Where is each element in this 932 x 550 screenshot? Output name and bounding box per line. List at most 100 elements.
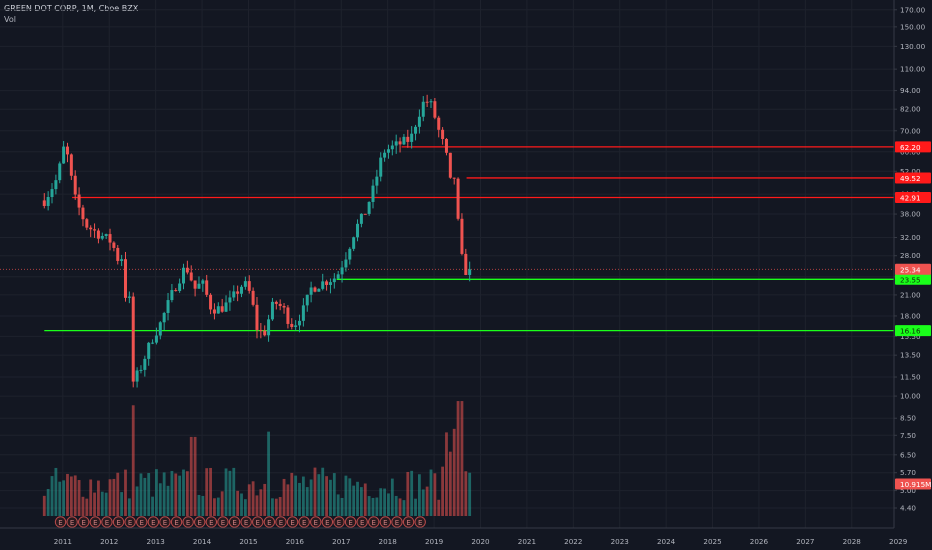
- earnings-marker[interactable]: [356, 516, 368, 528]
- candle-body[interactable]: [375, 176, 379, 186]
- candle-body[interactable]: [274, 301, 278, 304]
- earnings-marker[interactable]: [333, 516, 345, 528]
- candle-body[interactable]: [267, 319, 271, 336]
- candle-body[interactable]: [421, 101, 425, 117]
- candle-body[interactable]: [54, 180, 58, 190]
- earnings-marker[interactable]: [66, 516, 78, 528]
- candle-body[interactable]: [123, 259, 127, 298]
- candle-body[interactable]: [290, 323, 294, 328]
- candle-body[interactable]: [444, 138, 448, 153]
- earnings-marker[interactable]: [263, 516, 276, 528]
- earnings-marker[interactable]: [112, 516, 125, 528]
- candle-body[interactable]: [386, 149, 390, 153]
- candle-body[interactable]: [62, 146, 66, 164]
- candle-body[interactable]: [317, 288, 321, 292]
- candle-body[interactable]: [344, 259, 348, 268]
- candle-body[interactable]: [178, 283, 182, 291]
- candle-body[interactable]: [383, 152, 387, 158]
- candle-body[interactable]: [189, 272, 193, 281]
- candle-body[interactable]: [46, 197, 50, 206]
- candle-body[interactable]: [193, 280, 197, 289]
- candle-body[interactable]: [298, 320, 302, 326]
- earnings-marker[interactable]: [321, 516, 334, 528]
- candle-body[interactable]: [77, 194, 81, 208]
- candle-body[interactable]: [212, 309, 216, 314]
- earnings-marker[interactable]: [252, 516, 264, 528]
- candle-body[interactable]: [321, 281, 325, 289]
- candle-body[interactable]: [81, 207, 85, 220]
- candle-body[interactable]: [224, 302, 228, 312]
- candle-body[interactable]: [460, 218, 464, 254]
- candle-body[interactable]: [73, 175, 77, 195]
- candle-body[interactable]: [406, 136, 410, 142]
- candle-body[interactable]: [100, 235, 104, 239]
- candle-body[interactable]: [359, 213, 363, 224]
- candle-body[interactable]: [294, 325, 298, 328]
- candle-body[interactable]: [282, 305, 286, 308]
- candle-body[interactable]: [398, 141, 402, 145]
- earnings-marker[interactable]: [101, 516, 113, 528]
- earnings-marker[interactable]: [402, 516, 415, 528]
- candle-body[interactable]: [243, 281, 247, 287]
- candle-body[interactable]: [170, 290, 174, 301]
- candle-body[interactable]: [120, 259, 124, 261]
- earnings-marker[interactable]: [136, 516, 148, 528]
- candle-body[interactable]: [216, 306, 220, 314]
- candle-body[interactable]: [201, 280, 205, 284]
- candle-body[interactable]: [127, 296, 131, 298]
- earnings-marker[interactable]: [228, 516, 241, 528]
- candle-body[interactable]: [154, 335, 158, 343]
- earnings-marker[interactable]: [170, 516, 183, 528]
- candle-body[interactable]: [143, 358, 147, 370]
- candle-body[interactable]: [228, 297, 232, 303]
- candle-body[interactable]: [286, 307, 290, 324]
- earnings-marker[interactable]: [217, 516, 229, 528]
- candle-body[interactable]: [89, 227, 93, 230]
- candle-body[interactable]: [255, 304, 259, 330]
- candle-body[interactable]: [417, 116, 421, 127]
- earnings-marker[interactable]: [310, 516, 322, 528]
- candle-body[interactable]: [104, 234, 108, 236]
- candle-body[interactable]: [456, 178, 460, 219]
- candle-body[interactable]: [147, 342, 151, 359]
- candle-body[interactable]: [437, 117, 441, 130]
- earnings-marker[interactable]: [275, 516, 287, 528]
- candle-body[interactable]: [356, 223, 360, 238]
- candle-body[interactable]: [151, 342, 155, 344]
- candle-body[interactable]: [301, 305, 305, 321]
- candle-body[interactable]: [263, 330, 267, 336]
- candle-body[interactable]: [209, 294, 213, 310]
- earnings-marker[interactable]: [89, 516, 102, 528]
- candle-body[interactable]: [259, 329, 263, 331]
- earnings-marker[interactable]: [78, 516, 90, 528]
- candle-body[interactable]: [441, 129, 445, 139]
- candle-body[interactable]: [325, 281, 329, 285]
- candle-body[interactable]: [410, 133, 414, 142]
- candle-body[interactable]: [139, 369, 143, 371]
- candle-body[interactable]: [336, 274, 340, 279]
- candle-body[interactable]: [270, 301, 274, 320]
- candle-body[interactable]: [232, 291, 236, 298]
- candle-body[interactable]: [112, 242, 116, 248]
- candle-body[interactable]: [433, 101, 437, 118]
- candle-body[interactable]: [197, 283, 201, 289]
- candle-body[interactable]: [182, 267, 185, 284]
- earnings-marker[interactable]: [286, 516, 299, 528]
- candle-body[interactable]: [425, 101, 429, 103]
- candle-body[interactable]: [96, 230, 100, 239]
- candle-body[interactable]: [108, 234, 112, 243]
- candle-body[interactable]: [131, 296, 135, 382]
- candle-body[interactable]: [352, 237, 356, 249]
- earnings-marker[interactable]: [368, 516, 380, 528]
- candle-body[interactable]: [464, 253, 468, 275]
- candle-body[interactable]: [58, 163, 62, 181]
- candle-body[interactable]: [367, 201, 371, 214]
- candle-body[interactable]: [452, 177, 456, 179]
- candle-body[interactable]: [309, 287, 313, 295]
- candle-body[interactable]: [158, 322, 162, 336]
- candle-body[interactable]: [363, 213, 367, 215]
- candle-body[interactable]: [332, 278, 336, 283]
- earnings-marker[interactable]: [240, 516, 252, 528]
- candle-body[interactable]: [305, 294, 309, 306]
- candle-body[interactable]: [390, 145, 394, 150]
